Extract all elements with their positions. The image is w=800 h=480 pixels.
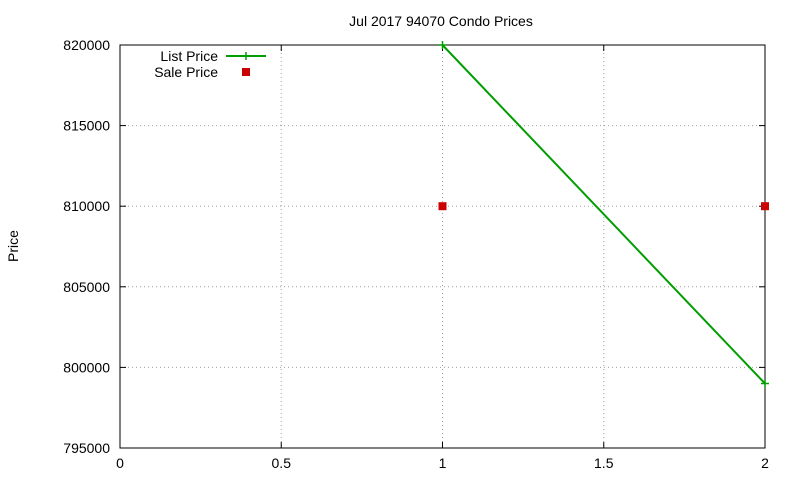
list-price-line [441, 44, 766, 385]
sale-price-point [438, 202, 447, 211]
x-tick-label: 0.5 [272, 455, 292, 471]
y-tick-label: 805000 [63, 279, 110, 295]
legend-label-list-price: List Price [160, 48, 218, 64]
y-tick-label: 800000 [63, 359, 110, 375]
legend-swatch-sale-price [242, 68, 250, 76]
tick-labels: 0 0.5 1 1.5 2 795000 800000 805000 810000 815000 8… [63, 37, 769, 471]
chart-title: Jul 2017 94070 Condo Prices [349, 13, 533, 29]
legend-label-sale-price: Sale Price [154, 64, 218, 80]
x-tick-label: 1 [439, 455, 447, 471]
series-layer [438, 41, 769, 388]
sale-price-point [761, 202, 769, 211]
y-tick-label: 810000 [63, 198, 110, 214]
legend-marker-list-price [242, 52, 250, 60]
x-tick-label: 2 [761, 455, 769, 471]
y-axis-label: Price [5, 230, 21, 262]
list-price-point [438, 41, 447, 49]
y-tick-label: 795000 [63, 440, 110, 456]
x-tick-label: 1.5 [594, 455, 614, 471]
grid-lines [120, 45, 765, 448]
list-price-point [761, 379, 769, 388]
y-tick-label: 815000 [63, 118, 110, 134]
y-tick-label: 820000 [63, 37, 110, 53]
x-tick-label: 0 [116, 455, 124, 471]
